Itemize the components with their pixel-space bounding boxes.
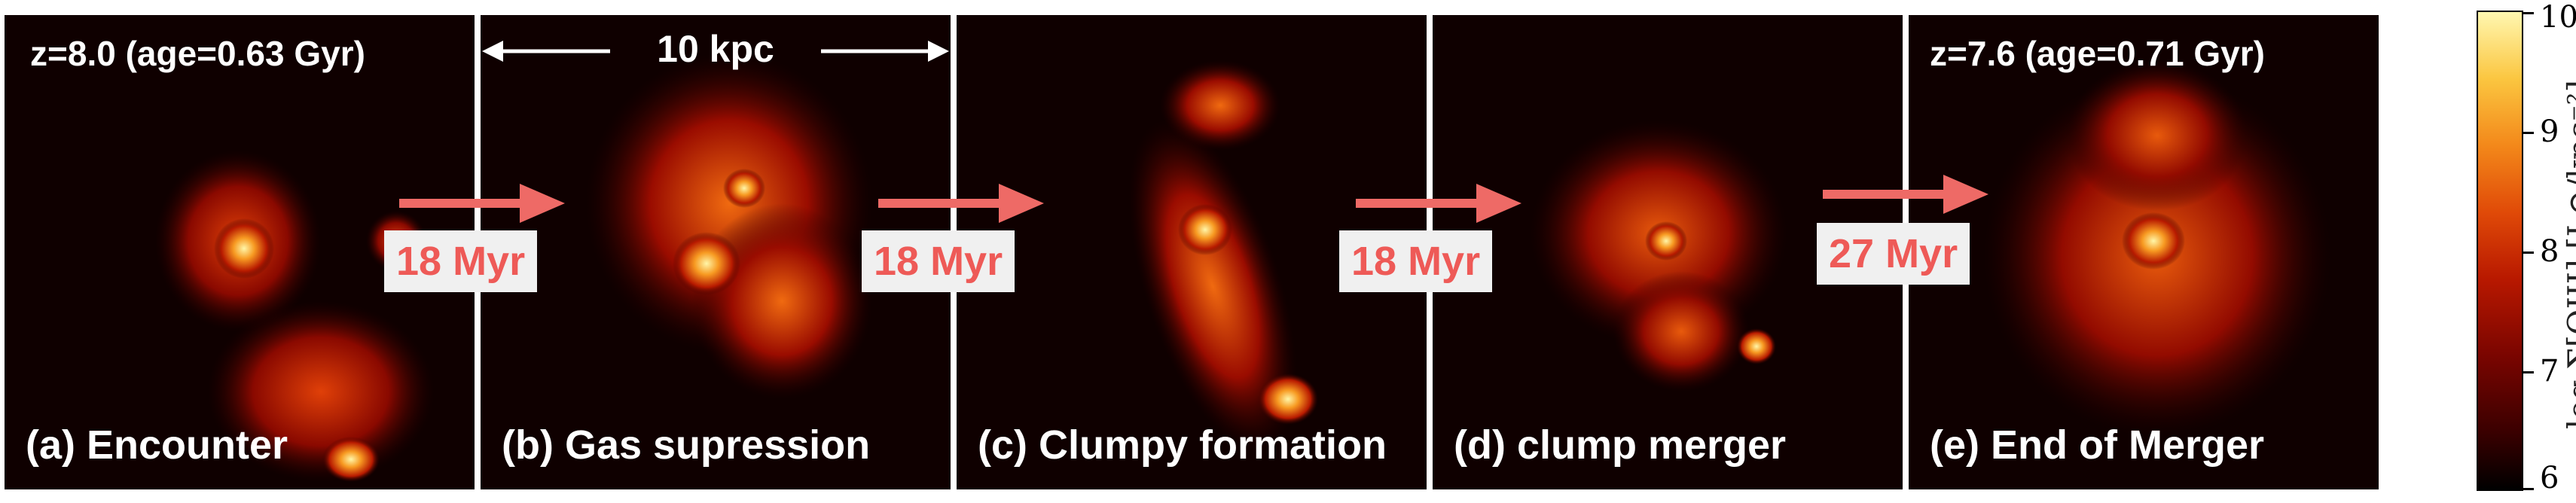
- colorbar-tick-label: 6: [2540, 461, 2559, 495]
- emission-map: [1128, 60, 1318, 453]
- panel-label: (d) clump merger: [1454, 422, 1787, 468]
- colorbar-tick-label: 9: [2540, 114, 2559, 149]
- redshift-start-label: z=8.0 (age=0.63 Gyr): [30, 34, 365, 73]
- emission-map: [1984, 60, 2330, 437]
- scale-bar-arrows: [482, 41, 949, 62]
- time-step-label: 27 Myr: [1817, 223, 1970, 285]
- colorbar-tick: [2523, 252, 2534, 254]
- colorbar-axis-text: log Σ[OIII] [L⊙/kpc⁻²]: [2561, 80, 2576, 429]
- panel-label: (a) Encounter: [26, 422, 288, 468]
- scale-bar-label: 10 kpc: [657, 28, 774, 70]
- colorbar-axis-label: log Σ[OIII] [L⊙/kpc⁻²]: [2561, 68, 2576, 429]
- colorbar: [2477, 11, 2523, 491]
- scale-bar: 10 kpc: [482, 18, 949, 78]
- time-arrow: [1356, 181, 1521, 226]
- redshift-end-label: z=7.6 (age=0.71 Gyr): [1930, 34, 2265, 73]
- time-arrow: [399, 181, 565, 226]
- colorbar-tick: [2523, 371, 2534, 373]
- time-arrow: [878, 181, 1044, 226]
- colorbar-tick-label: 7: [2540, 354, 2559, 389]
- emission-map: [586, 53, 872, 399]
- colorbar-tick-label: 8: [2540, 234, 2559, 269]
- colorbar-tick-label: 10: [2540, 0, 2576, 35]
- colorbar-tick: [2523, 488, 2534, 490]
- panel-gas-supression: (b) Gas supression: [481, 15, 951, 489]
- time-arrow: [1823, 172, 1988, 217]
- panel-label: (c) Clumpy formation: [978, 422, 1387, 468]
- time-step-label: 18 Myr: [1339, 230, 1493, 292]
- colorbar-tick: [2523, 132, 2534, 134]
- panel-end-of-merger: z=7.6 (age=0.71 Gyr) (e) End of Merger: [1909, 15, 2379, 489]
- time-step-label: 18 Myr: [384, 230, 538, 292]
- emission-map: [1531, 120, 1787, 392]
- panel-label: (e) End of Merger: [1930, 422, 2265, 468]
- time-step-label: 18 Myr: [862, 230, 1015, 292]
- colorbar-tick: [2523, 12, 2534, 14]
- panel-label: (b) Gas supression: [502, 422, 871, 468]
